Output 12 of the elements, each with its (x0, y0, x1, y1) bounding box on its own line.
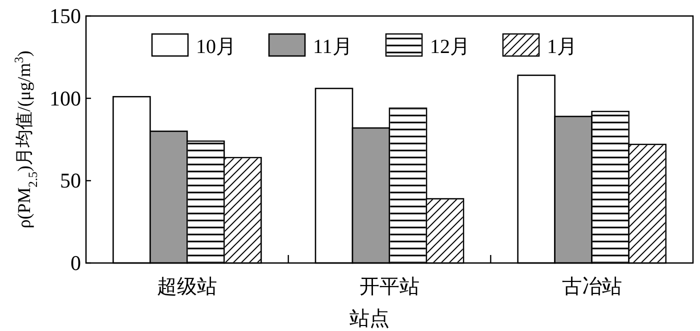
x-tick-label: 开平站 (360, 276, 420, 298)
x-tick-label: 超级站 (157, 276, 218, 298)
y-tick-label: 0 (70, 251, 81, 275)
y-tick-label: 50 (60, 168, 81, 193)
legend-label: 10月 (196, 36, 236, 58)
y-tick-label: 100 (50, 86, 81, 110)
legend-label: 12月 (430, 36, 470, 58)
y-tick-label: 150 (50, 4, 81, 28)
x-tick-label: 古冶站 (562, 276, 622, 298)
x-axis-title: 站点 (350, 308, 390, 330)
legend-label: 1月 (547, 36, 577, 58)
legend-label: 11月 (313, 36, 352, 58)
